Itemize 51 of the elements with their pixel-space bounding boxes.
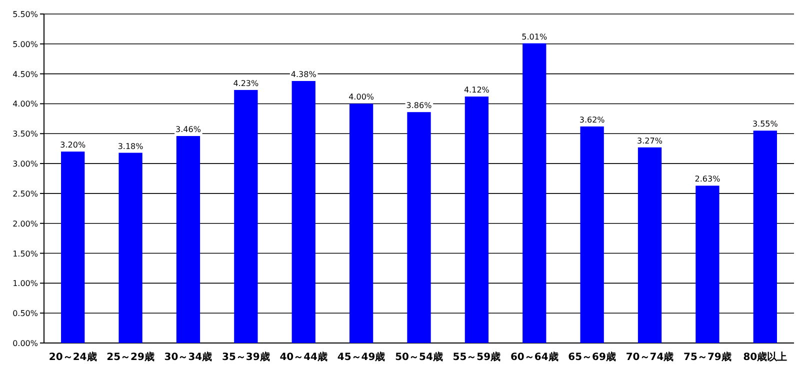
x-tick-label: 65～69歳 bbox=[568, 351, 616, 363]
y-tick-label: 3.00% bbox=[12, 160, 38, 169]
data-label: 4.12% bbox=[464, 86, 490, 95]
data-label: 3.55% bbox=[752, 120, 778, 129]
y-tick-label: 5.00% bbox=[12, 40, 38, 49]
x-tick-label: 80歳以上 bbox=[743, 351, 788, 363]
bar bbox=[176, 136, 200, 343]
data-label: 4.23% bbox=[233, 78, 260, 88]
bar bbox=[696, 186, 720, 343]
bar bbox=[638, 147, 662, 343]
data-label: 3.46% bbox=[176, 125, 202, 134]
y-tick-label: 1.50% bbox=[12, 249, 38, 258]
data-label: 4.00% bbox=[348, 92, 374, 102]
bar bbox=[753, 130, 777, 343]
bar bbox=[292, 80, 316, 343]
data-label: 5.01% bbox=[522, 32, 548, 42]
x-tick-label: 25～29歳 bbox=[106, 351, 154, 363]
bar bbox=[522, 43, 546, 343]
y-tick-label: 0.00% bbox=[12, 339, 38, 348]
bar bbox=[118, 152, 142, 343]
data-label: 3.86% bbox=[406, 101, 432, 110]
x-tick-label: 35～39歳 bbox=[222, 351, 270, 363]
bar bbox=[464, 96, 489, 343]
x-tick-label: 40～44歳 bbox=[280, 351, 328, 363]
y-tick-label: 5.50% bbox=[12, 10, 38, 19]
data-label: 4.38% bbox=[290, 70, 317, 79]
bar bbox=[61, 152, 85, 343]
data-label: 3.27% bbox=[637, 136, 663, 146]
x-tick-label: 50～54歳 bbox=[395, 351, 443, 363]
y-tick-label: 4.00% bbox=[12, 100, 38, 109]
x-tick-label: 60～64歳 bbox=[510, 351, 558, 363]
y-tick-label: 3.50% bbox=[12, 130, 38, 139]
x-tick-label: 70～74歳 bbox=[626, 351, 674, 363]
y-tick-label: 2.50% bbox=[12, 189, 38, 198]
bar bbox=[580, 126, 604, 343]
data-label: 3.62% bbox=[579, 115, 606, 124]
x-tick-label: 20～24歳 bbox=[48, 351, 97, 363]
x-tick-label: 30～34歳 bbox=[164, 351, 212, 363]
data-label: 2.63% bbox=[694, 174, 721, 184]
data-label: 3.18% bbox=[118, 142, 144, 151]
bar bbox=[234, 90, 258, 343]
y-tick-label: 2.00% bbox=[12, 219, 38, 228]
bar bbox=[349, 104, 374, 343]
bar bbox=[407, 112, 431, 343]
y-tick-label: 0.50% bbox=[12, 309, 38, 318]
y-tick-label: 4.50% bbox=[12, 70, 38, 79]
x-tick-label: 45～49歳 bbox=[337, 351, 386, 363]
data-label: 3.20% bbox=[60, 140, 86, 150]
y-tick-label: 1.00% bbox=[12, 279, 38, 288]
x-tick-label: 55～59歳 bbox=[452, 351, 501, 363]
x-tick-label: 75～79歳 bbox=[684, 351, 732, 363]
